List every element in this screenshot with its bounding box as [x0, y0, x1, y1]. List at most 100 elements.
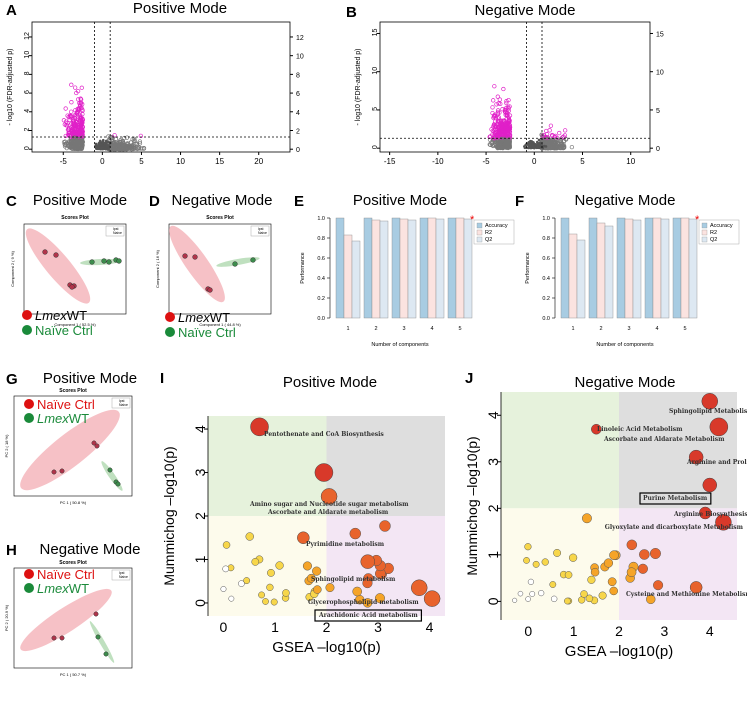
panel-label: G	[6, 371, 18, 388]
legend-italic: Lmex	[37, 411, 69, 426]
tick-label: 5	[656, 108, 660, 115]
category-label: 2	[599, 326, 602, 332]
panel-label: E	[294, 193, 305, 210]
tick-label: 0.4	[542, 276, 550, 282]
panel-title: Positive Mode	[32, 192, 128, 209]
pathway-point	[564, 571, 573, 579]
panel-i: I Positive Mode Pentothenate and CoA Bio…	[160, 368, 460, 708]
panel-label: A	[6, 2, 17, 19]
tick-label: 1.0	[317, 216, 325, 222]
data-point	[69, 109, 74, 114]
plot-frame	[379, 21, 651, 153]
data-point	[504, 111, 509, 116]
sample-point	[51, 469, 57, 475]
quadrant-shade	[619, 392, 737, 509]
sample-point	[207, 287, 213, 293]
pathway-label: Arachidonic Acid metabolism	[318, 612, 418, 619]
data-point	[106, 140, 110, 144]
data-point	[495, 110, 500, 115]
bar	[407, 219, 417, 319]
bar	[560, 217, 570, 319]
pathway-point	[541, 558, 549, 566]
data-point	[529, 146, 532, 149]
tick-label: 1	[271, 619, 279, 635]
x-axis-label: GSEA –log10(p)	[272, 639, 380, 656]
legend-label: R2	[710, 230, 717, 236]
panel-title: Negative Mode	[474, 2, 576, 19]
pathway-point	[689, 581, 703, 594]
pathway-point	[243, 577, 251, 585]
panel-title: Positive Mode	[132, 0, 228, 17]
pathway-point	[251, 558, 260, 566]
data-point	[121, 146, 126, 152]
tick-label: 2	[323, 619, 331, 635]
legend-label: Q2	[485, 237, 492, 243]
tick-label: 0.6	[542, 256, 550, 262]
legend-text: Naïve Ctrl	[178, 325, 236, 340]
data-point	[96, 144, 100, 148]
quadrant-shade	[208, 416, 327, 516]
bar-chart: 0.0 0.2 0.4 0.6 0.8 1.0 1 2 3 4 5 * Number of compon…	[525, 214, 740, 348]
legend-item-green: LmexWT	[24, 582, 95, 596]
bar	[455, 217, 465, 319]
data-point	[116, 142, 121, 147]
tick-label: 0	[485, 597, 501, 605]
data-point	[535, 140, 539, 144]
data-point	[99, 143, 103, 146]
y-axis-label: PC 2 ( 18 %)	[4, 434, 9, 458]
tick-label: 10	[656, 70, 664, 77]
y-axis-label: Performance	[300, 252, 306, 284]
pathway-point	[603, 558, 614, 568]
panel-label: C	[6, 193, 17, 210]
panel-label: B	[346, 4, 357, 21]
category-label: 2	[374, 326, 377, 332]
legend-label: Accuracy	[710, 223, 733, 229]
data-point	[107, 144, 111, 147]
bar	[588, 217, 598, 319]
data-point	[77, 138, 82, 144]
quadrant-shade	[501, 508, 619, 620]
data-point	[125, 146, 130, 151]
best-model-star: *	[695, 214, 700, 226]
data-point	[134, 141, 139, 147]
sample-point	[94, 443, 100, 449]
data-point	[548, 144, 553, 149]
data-point	[504, 105, 509, 111]
panel-j: J Negative Mode Sphingolipid Metabolism L…	[465, 368, 747, 708]
data-point	[500, 123, 505, 128]
data-point	[79, 105, 84, 110]
plot-frame	[13, 395, 133, 497]
data-point	[537, 138, 541, 142]
data-point	[506, 121, 511, 126]
category-label: 5	[683, 326, 686, 332]
data-point	[103, 141, 106, 145]
bar	[419, 217, 429, 319]
legend: LmexWT Naïve Ctrl	[22, 308, 93, 338]
data-point	[557, 143, 562, 148]
data-point	[490, 143, 496, 149]
data-point	[553, 133, 558, 139]
data-point	[64, 123, 69, 128]
data-point	[79, 85, 84, 90]
data-point	[504, 100, 509, 106]
data-point	[97, 142, 101, 145]
pathway-label: Linoleic Acid Metabolism	[597, 426, 683, 433]
tick-label: 10	[626, 157, 635, 166]
tick-label: 0	[192, 599, 208, 607]
pathway-point	[564, 597, 571, 605]
sample-point	[101, 258, 107, 264]
data-point	[498, 124, 503, 129]
inner-legend-text: Naive	[113, 231, 122, 235]
data-point	[69, 82, 74, 87]
sample-point	[93, 611, 99, 617]
data-point	[506, 106, 511, 111]
pathway-point	[250, 417, 269, 437]
bar	[399, 218, 409, 319]
x-axis-label: Number of components	[596, 342, 653, 348]
pathway-point	[639, 549, 650, 560]
data-point	[112, 140, 118, 145]
inner-legend-text: lpst	[258, 227, 263, 231]
data-point	[74, 90, 79, 96]
red-dot-icon	[24, 399, 34, 409]
highlight-box	[314, 609, 423, 622]
